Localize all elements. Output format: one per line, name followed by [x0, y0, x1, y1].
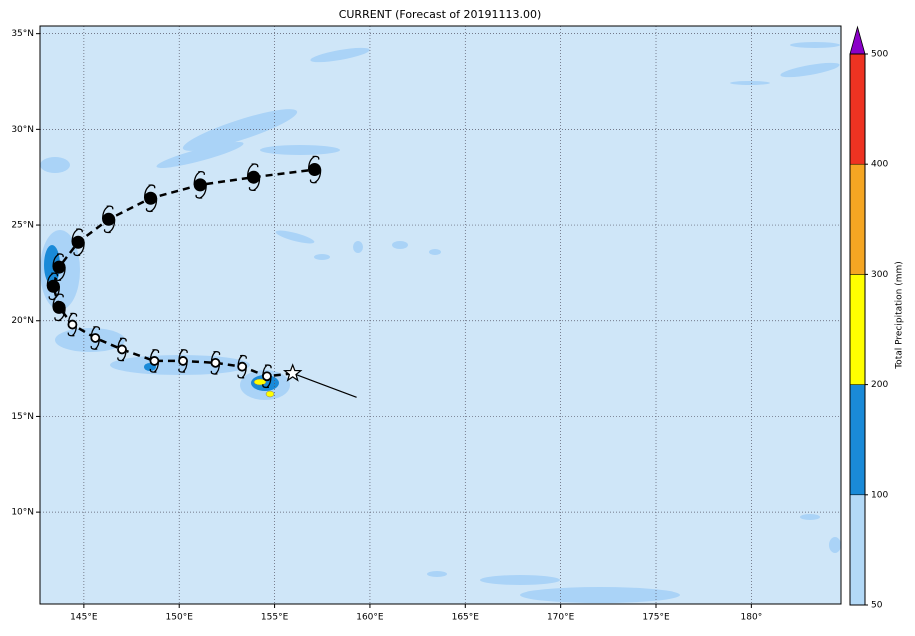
storm-position [149, 356, 160, 366]
storm-position [102, 212, 116, 226]
past-track [292, 372, 357, 398]
title: CURRENT (Forecast of 20191113.00) [339, 8, 542, 21]
colorbar-tick-label: 300 [871, 270, 888, 280]
colorbar-tick-label: 100 [871, 490, 888, 500]
y-tick-label: 30°N [11, 125, 34, 135]
storm-position [52, 260, 66, 274]
precipitation [40, 42, 841, 603]
storm-position [117, 344, 127, 355]
storm-hook [210, 351, 221, 375]
map-frame [39, 25, 842, 605]
colorbar-tick-label: 200 [871, 380, 888, 390]
x-tick-label: 145°E [70, 613, 98, 623]
colorbar-segment [849, 494, 866, 606]
storm-position [262, 371, 272, 382]
map-background [40, 26, 841, 604]
storm-hook [67, 312, 78, 337]
storm-hook [149, 349, 160, 373]
colorbar-tick-label: 500 [871, 50, 888, 60]
x-tick-label: 165°E [452, 613, 480, 623]
colorbar-extend [849, 25, 866, 55]
colorbar: 50 100 200 300 400 500 [849, 25, 888, 611]
storm-hook [307, 155, 322, 184]
x-tick-label: 160°E [356, 613, 384, 623]
storm-position [52, 300, 66, 314]
colorbar-frame [849, 53, 866, 606]
storm-position [144, 191, 158, 205]
storm-hook [237, 354, 247, 379]
x-tick-label: 170°E [547, 613, 575, 623]
storm-position [46, 279, 60, 293]
storm-hook [178, 349, 188, 373]
storm-position [90, 333, 101, 343]
colorbar-segment [849, 384, 866, 496]
storm-hook [262, 364, 272, 389]
storm-hook [102, 205, 116, 234]
storm-hook [52, 253, 66, 281]
storm-hook [117, 337, 127, 362]
storm-position [71, 235, 85, 249]
storm-track [46, 155, 357, 398]
storm-hook [143, 184, 158, 213]
storm-hook [52, 293, 66, 322]
storm-hook [246, 163, 261, 192]
colorbar-segment [849, 274, 866, 385]
colorbar-tick-label: 400 [871, 160, 888, 170]
x-tick-label: 155°E [261, 613, 289, 623]
colorbar-segment [849, 53, 866, 165]
x-tick-label: 175°E [642, 613, 670, 623]
storm-position [210, 357, 221, 368]
storm-hook [46, 272, 60, 301]
storm-position [237, 361, 248, 372]
storm-position [193, 178, 207, 192]
storm-hook [90, 326, 101, 350]
y-tick-label: 35°N [11, 29, 34, 39]
storm-position [308, 163, 322, 177]
storm-position [247, 170, 261, 184]
y-tick-label: 20°N [11, 316, 34, 326]
y-tick-label: 15°N [11, 412, 34, 422]
y-tick-label: 25°N [11, 221, 34, 231]
current-position [282, 363, 303, 382]
storm-hook [71, 228, 85, 257]
colorbar-segment [849, 163, 866, 275]
grid [40, 26, 841, 604]
colorbar-label: Total Precipitation (mm) [895, 261, 905, 370]
colorbar-tick-label: 50 [871, 601, 883, 611]
storm-position [178, 356, 188, 366]
x-tick-label: 150°E [166, 613, 194, 623]
y-tick-label: 10°N [11, 508, 34, 518]
storm-hook [193, 171, 207, 199]
x-tick-label: 180° [741, 613, 763, 623]
storm-position [67, 319, 78, 330]
